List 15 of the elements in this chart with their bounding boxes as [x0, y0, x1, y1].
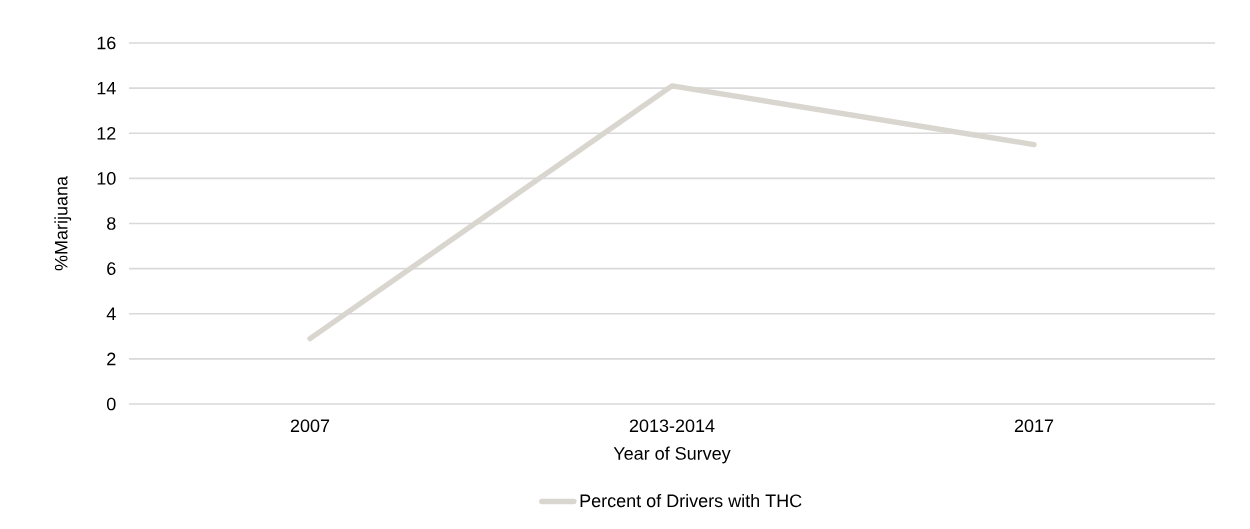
x-tick-label: 2007 [290, 419, 330, 433]
y-tick-label: 16 [97, 36, 116, 50]
y-tick-label: 6 [107, 262, 116, 275]
y-tick-label: 2 [107, 352, 116, 366]
x-tick-label: 2017 [1014, 419, 1054, 433]
legend-label: Percent of Drivers with THC [580, 493, 802, 508]
y-tick-label: 14 [97, 81, 116, 95]
y-tick-label: 10 [97, 172, 116, 185]
y-tick-label: 12 [97, 126, 116, 140]
y-tick-label: 0 [106, 397, 116, 411]
y-tick-label: 4 [106, 307, 116, 320]
y-tick-label: 8 [107, 217, 116, 230]
y-axis-title: %Marijuana [54, 175, 72, 271]
x-tick-label: 2013-2014 [629, 419, 715, 433]
x-axis-title: Year of Survey [613, 446, 731, 464]
